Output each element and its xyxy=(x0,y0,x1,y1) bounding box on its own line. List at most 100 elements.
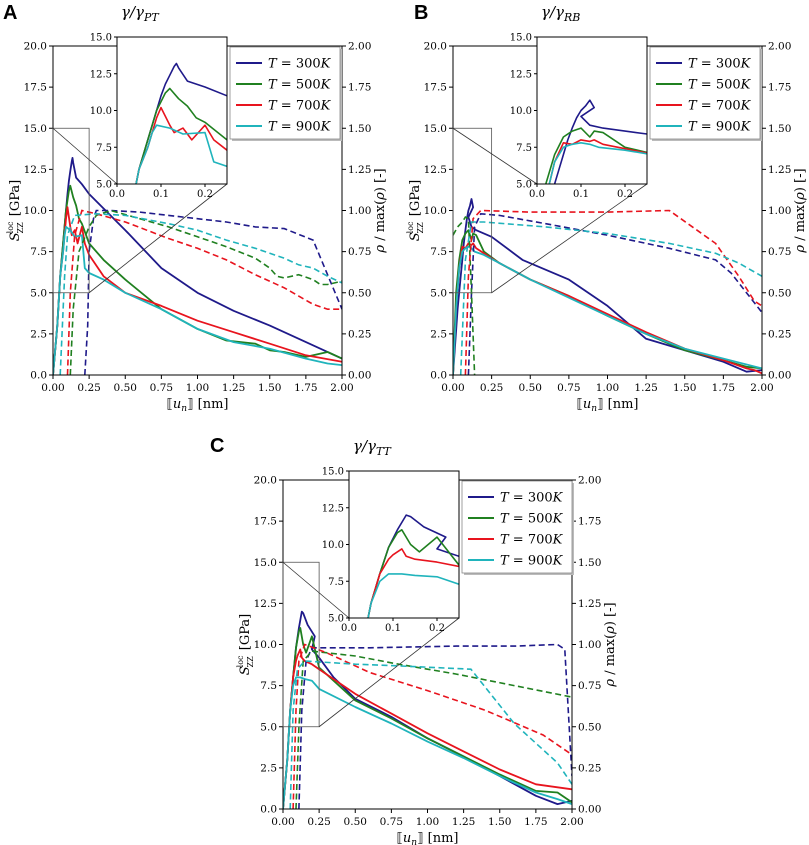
y-tick-label: 0.0 xyxy=(260,804,277,816)
x-tick-label: 1.25 xyxy=(634,382,657,394)
legend-label: T = 300K xyxy=(500,491,564,506)
x-tick-label: 1.25 xyxy=(222,382,245,394)
inset-series-line xyxy=(367,548,459,618)
inset-y-tick-label: 12.5 xyxy=(90,69,112,80)
y-tick-label: 0.0 xyxy=(30,370,47,382)
x-tick-label: 0.50 xyxy=(519,382,542,394)
x-tick-label: 1.25 xyxy=(452,816,475,828)
y-tick-label: 10.0 xyxy=(24,205,47,217)
stress-series-line xyxy=(283,676,572,809)
inset-axes: 0.0 0.1 0.2 5.0 7.5 10.0 12.5 15.0 xyxy=(510,33,648,200)
y2-tick-label: 2.00 xyxy=(768,41,791,53)
x-tick-label: 2.00 xyxy=(560,816,583,828)
y2-tick-label: 1.75 xyxy=(768,82,791,94)
rho-series-line xyxy=(295,650,572,809)
inset-y-tick-label: 15.0 xyxy=(322,467,344,478)
y2-tick-label: 1.50 xyxy=(578,557,601,569)
panel-title: γ/γPT xyxy=(121,3,160,24)
x-tick-label: 1.50 xyxy=(673,382,696,394)
y-tick-label: 20.0 xyxy=(24,41,47,53)
y2-tick-label: 0.25 xyxy=(768,328,791,340)
y-tick-label: 2.5 xyxy=(260,762,277,774)
y2-tick-label: 0.50 xyxy=(768,287,791,299)
inset-y-tick-label: 5.0 xyxy=(328,614,344,625)
inset-series-line xyxy=(367,528,459,618)
y-tick-label: 15.0 xyxy=(424,123,447,135)
legend-label: T = 900K xyxy=(688,120,752,135)
inset-y-tick-label: 5.0 xyxy=(96,180,112,191)
x-tick-label: 0.75 xyxy=(380,816,403,828)
inset-x-tick-label: 0.0 xyxy=(341,623,357,634)
y-tick-label: 20.0 xyxy=(424,41,447,53)
plot-area xyxy=(53,156,342,375)
inset-series-line xyxy=(135,124,227,184)
legend-label: T = 900K xyxy=(500,554,564,569)
inset-x-tick-label: 0.2 xyxy=(429,623,445,634)
inset-plot-area xyxy=(367,514,459,618)
stress-series-line xyxy=(283,648,572,809)
x-tick-label: 0.00 xyxy=(441,382,464,394)
zoom-connector xyxy=(282,561,350,619)
inset-plot-area xyxy=(135,62,227,184)
x-tick-label: 0.00 xyxy=(271,816,294,828)
legend-label: T = 500K xyxy=(500,512,564,527)
inset-x-tick-label: 0.0 xyxy=(529,189,545,200)
rho-series-line xyxy=(69,209,342,375)
legend-label: T = 500K xyxy=(268,78,332,93)
x-tick-label: 2.00 xyxy=(330,382,353,394)
y-axis-label: SlocZZ [GPa] xyxy=(6,180,25,241)
inset-x-tick-label: 0.1 xyxy=(573,189,589,200)
y2-tick-label: 2.00 xyxy=(578,475,601,487)
y-tick-label: 17.5 xyxy=(424,82,447,94)
rho-series-line xyxy=(292,643,572,809)
y-tick-label: 12.5 xyxy=(424,164,447,176)
y-tick-label: 12.5 xyxy=(254,598,277,610)
y2-tick-label: 1.75 xyxy=(348,82,371,94)
y2-axis-label: ρ / max(ρ) [-] xyxy=(373,168,388,253)
y-tick-label: 7.5 xyxy=(430,246,447,258)
inset-series-line xyxy=(553,99,647,184)
y2-axis-label: ρ / max(ρ) [-] xyxy=(603,602,618,687)
y-tick-label: 17.5 xyxy=(24,82,47,94)
y-tick-label: 20.0 xyxy=(254,475,277,487)
y2-tick-label: 0.75 xyxy=(578,680,601,692)
y-tick-label: 0.0 xyxy=(430,370,447,382)
y2-axis-label: ρ / max(ρ) [-] xyxy=(793,168,808,253)
inset-series-line xyxy=(548,139,647,184)
inset-x-tick-label: 0.1 xyxy=(385,623,401,634)
y2-tick-label: 1.00 xyxy=(578,639,601,651)
y-tick-label: 15.0 xyxy=(24,123,47,135)
rho-series-line xyxy=(59,212,342,375)
y-tick-label: 2.5 xyxy=(430,328,447,340)
zoom-region-box xyxy=(452,127,493,294)
inset-series-line xyxy=(544,127,647,184)
x-tick-label: 2.00 xyxy=(750,382,773,394)
inset-x-tick-label: 0.2 xyxy=(617,189,633,200)
x-axis-label: ⟦un⟧ [nm] xyxy=(166,397,228,414)
y-tick-label: 7.5 xyxy=(260,680,277,692)
y2-tick-label: 0.00 xyxy=(768,370,791,382)
inset-series-line xyxy=(367,573,459,618)
y-tick-label: 15.0 xyxy=(254,557,277,569)
zoom-region-box xyxy=(282,561,320,728)
panel-label: B xyxy=(414,2,428,24)
y-axis-label: SlocZZ [GPa] xyxy=(236,614,255,675)
zoom-connector xyxy=(491,183,648,294)
y2-tick-label: 0.50 xyxy=(348,287,371,299)
legend-label: T = 700K xyxy=(500,533,564,548)
inset-y-tick-label: 7.5 xyxy=(516,143,532,154)
x-tick-label: 1.75 xyxy=(712,382,735,394)
x-tick-label: 0.75 xyxy=(150,382,173,394)
y-tick-label: 10.0 xyxy=(254,639,277,651)
y2-tick-label: 1.00 xyxy=(348,205,371,217)
inset-y-tick-label: 10.0 xyxy=(90,106,112,117)
stress-series-line xyxy=(453,229,762,375)
y2-tick-label: 0.25 xyxy=(578,762,601,774)
legend: T = 300K T = 500K T = 700K T = 900K xyxy=(229,46,342,141)
y-tick-label: 10.0 xyxy=(424,205,447,217)
inset-y-tick-label: 7.5 xyxy=(96,143,112,154)
y2-tick-label: 1.50 xyxy=(348,123,371,135)
y-tick-label: 5.0 xyxy=(260,721,277,733)
